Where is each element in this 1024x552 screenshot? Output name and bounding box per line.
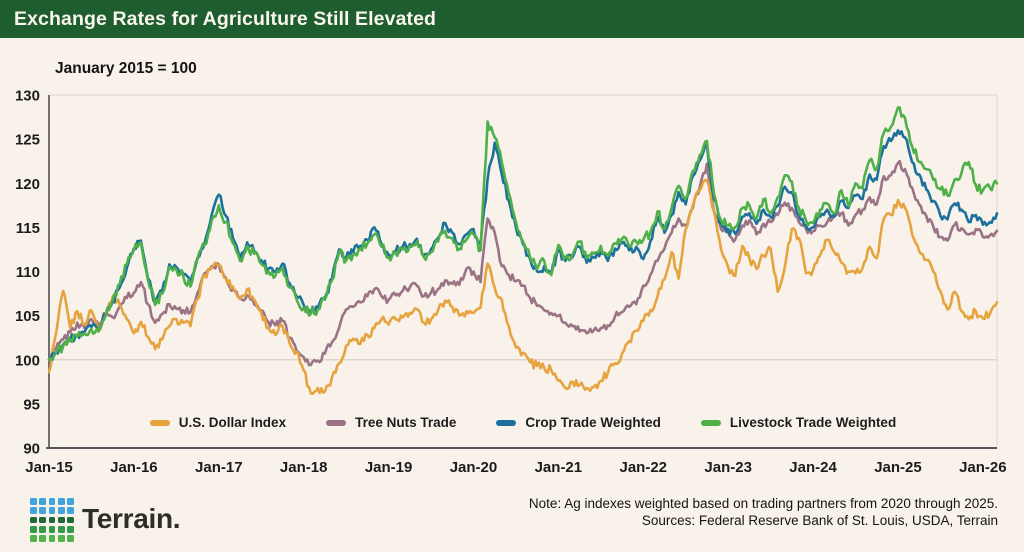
legend-label: Livestock Trade Weighted [729, 415, 897, 430]
logo-dot [57, 535, 65, 542]
y-tick-label: 130 [15, 88, 40, 105]
series-line-treenuts [47, 159, 999, 367]
brand-wordmark: Terrain. [82, 503, 181, 534]
series-line-livestock [47, 106, 999, 362]
y-tick-label: 110 [16, 264, 40, 281]
legend-swatch-icon [326, 419, 347, 426]
x-tick-label: Jan-19 [365, 459, 413, 476]
legend-item-1: Tree Nuts Trade [326, 415, 456, 430]
logo-dot [39, 507, 47, 515]
logo-dot [67, 507, 74, 515]
series-line-usd [47, 178, 999, 395]
legend-item-2: Crop Trade Weighted [496, 415, 661, 430]
legend-label: Crop Trade Weighted [525, 415, 661, 430]
y-tick-label: 120 [15, 176, 40, 193]
y-tick-label: 105 [15, 308, 40, 325]
logo-dot [30, 525, 37, 533]
note-line-2: Sources: Federal Reserve Bank of St. Lou… [641, 512, 998, 528]
logo-dot [57, 507, 65, 515]
x-tick-label: Jan-24 [789, 459, 837, 476]
logo-dot [57, 498, 65, 505]
y-tick-label: 115 [16, 220, 40, 237]
header-bar: Exchange Rates for Agriculture Still Ele… [0, 0, 1024, 38]
chart-title: Exchange Rates for Agriculture Still Ele… [14, 8, 437, 30]
logo-dot [67, 516, 74, 524]
logo-dot [30, 535, 37, 542]
terrain-logo [30, 498, 74, 542]
x-tick-label: Jan-22 [620, 459, 668, 476]
logo-dot [67, 498, 74, 505]
logo-dot [39, 498, 47, 505]
logo-dot [39, 516, 47, 524]
note-line-1: Note: Ag indexes weighted based on tradi… [528, 496, 998, 511]
logo-dot [48, 535, 56, 542]
logo-dot [48, 516, 56, 524]
x-tick-label: Jan-21 [535, 459, 583, 476]
legend-swatch-icon [149, 419, 170, 426]
legend-label: U.S. Dollar Index [178, 415, 287, 430]
logo-dot [39, 525, 47, 533]
x-tick-label: Jan-26 [959, 459, 1007, 476]
y-tick-label: 95 [23, 396, 40, 413]
logo-dot [30, 498, 37, 505]
logo-dot [48, 498, 56, 505]
x-tick-label: Jan-23 [704, 459, 752, 476]
logo-dot [30, 507, 37, 515]
chart-subtitle: January 2015 = 100 [55, 60, 197, 77]
legend: U.S. Dollar Index Tree Nuts Trade Crop Tra… [49, 415, 997, 430]
logo-dot [48, 525, 56, 533]
x-tick-label: Jan-15 [25, 459, 73, 476]
y-tick-label: 90 [23, 441, 40, 458]
legend-label: Tree Nuts Trade [355, 415, 457, 430]
x-tick-label: Jan-25 [874, 459, 922, 476]
logo-dot [39, 535, 47, 542]
logo-dot [67, 535, 74, 542]
logo-dot [57, 525, 65, 533]
legend-swatch-icon [700, 419, 721, 426]
x-tick-label: Jan-16 [110, 459, 158, 476]
x-tick-label: Jan-20 [450, 459, 498, 476]
logo-dot [48, 507, 56, 515]
logo-dot [30, 516, 37, 524]
legend-swatch-icon [496, 419, 517, 426]
y-tick-label: 100 [15, 352, 40, 369]
y-tick-label: 125 [15, 132, 40, 149]
legend-item-0: U.S. Dollar Index [149, 415, 287, 430]
x-tick-label: Jan-18 [280, 459, 328, 476]
legend-item-3: Livestock Trade Weighted [700, 415, 897, 430]
x-tick-label: Jan-17 [195, 459, 243, 476]
footnotes: Note: Ag indexes weighted based on tradi… [529, 496, 998, 529]
logo-dot [57, 516, 65, 524]
logo-dot [67, 525, 74, 533]
